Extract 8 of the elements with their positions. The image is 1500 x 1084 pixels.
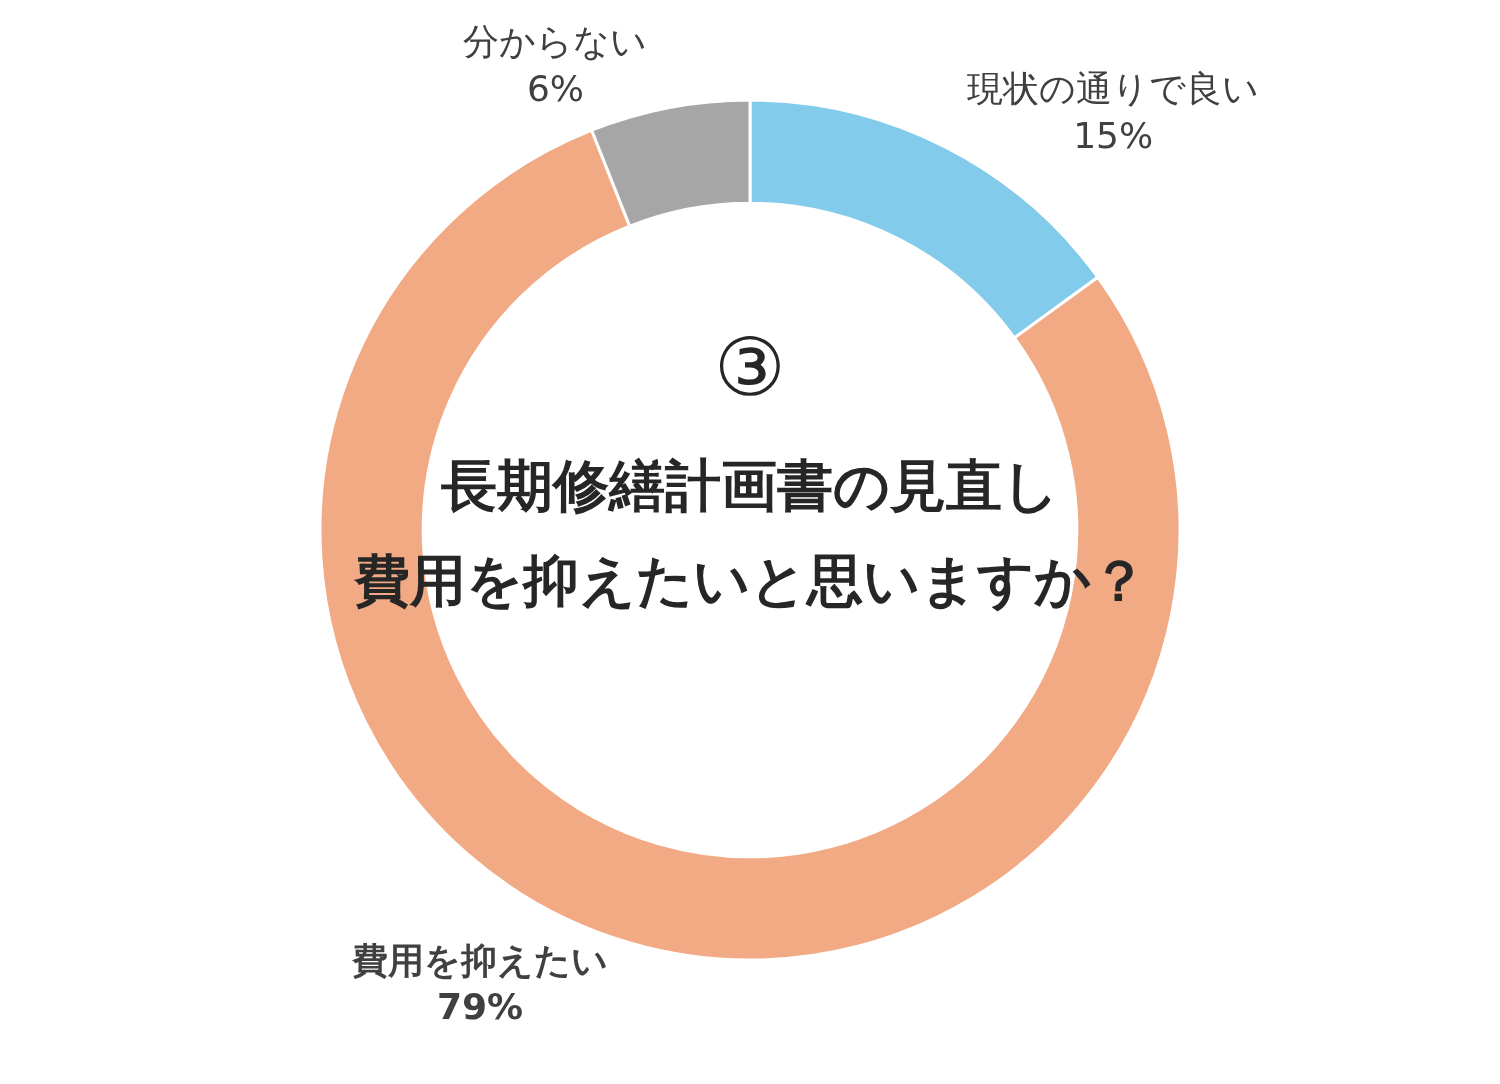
data-label: 6% [526, 68, 585, 110]
slice-label: 費用を抑えたい [351, 939, 609, 981]
slice-label: 現状の通りで良い [967, 68, 1260, 110]
text: ③ [714, 321, 786, 414]
data-label: 79% [437, 986, 524, 1028]
slice-label: 分からない [463, 21, 648, 63]
text: 長期修繕計画書の見直し [440, 452, 1059, 518]
data-label: 15% [1073, 114, 1154, 156]
